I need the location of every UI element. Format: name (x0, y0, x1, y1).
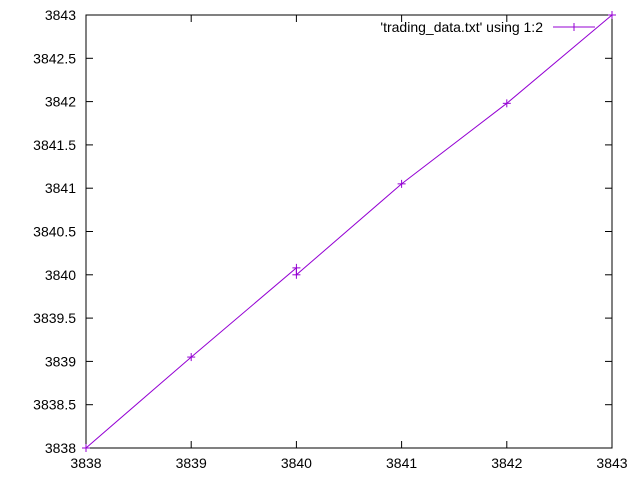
x-tick-label: 3843 (596, 455, 627, 471)
y-tick-label: 3839 (45, 353, 76, 369)
y-tick-label: 3838.5 (33, 397, 76, 413)
data-point (397, 179, 406, 188)
y-tick-label: 3842 (45, 94, 76, 110)
x-tick-label: 3840 (281, 455, 312, 471)
x-tick-label: 3842 (491, 455, 522, 471)
x-tick-label: 3841 (386, 455, 417, 471)
series-line (85, 14, 613, 449)
data-point (187, 353, 196, 362)
y-tick-label: 3841 (45, 180, 76, 196)
y-tick-label: 3843 (45, 7, 76, 23)
legend-label: 'trading_data.txt' using 1:2 (380, 19, 543, 35)
y-tick-label: 3842.5 (33, 50, 76, 66)
legend-swatch-marker (570, 23, 578, 31)
plot-frame (85, 14, 613, 449)
data-point (292, 263, 301, 272)
y-tick-label: 3841.5 (33, 137, 76, 153)
data-point (292, 270, 301, 279)
series-layer (82, 11, 616, 452)
x-tick-label: 3839 (176, 455, 207, 471)
legend: 'trading_data.txt' using 1:2 (380, 19, 595, 35)
x-tick-label: 3838 (70, 455, 101, 471)
data-point (502, 99, 511, 108)
x-axis: 3838 3839 3840 3841 3842 3843 (70, 15, 628, 471)
data-point (82, 444, 90, 452)
y-axis: 3838 3838.5 3839 3839.5 3840 3840.5 3841 3841.5… (33, 7, 612, 456)
y-tick-label: 3840 (45, 267, 76, 283)
data-point (608, 11, 616, 19)
y-tick-label: 3838 (45, 440, 76, 456)
y-tick-label: 3839.5 (33, 310, 76, 326)
y-tick-label: 3840.5 (33, 224, 76, 240)
